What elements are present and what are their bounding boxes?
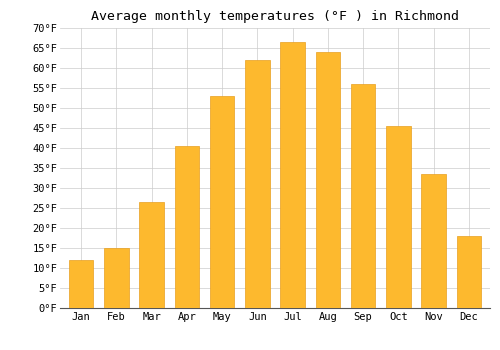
Bar [104, 248, 128, 308]
Bar [140, 202, 164, 308]
Bar [174, 146, 199, 308]
Bar [351, 84, 376, 308]
Title: Average monthly temperatures (°F ) in Richmond: Average monthly temperatures (°F ) in Ri… [91, 10, 459, 23]
Bar [316, 52, 340, 308]
Bar [210, 96, 234, 308]
Bar [69, 260, 94, 308]
Bar [245, 60, 270, 308]
Bar [280, 42, 305, 308]
Bar [386, 126, 410, 308]
Bar [422, 174, 446, 308]
Bar [456, 236, 481, 308]
